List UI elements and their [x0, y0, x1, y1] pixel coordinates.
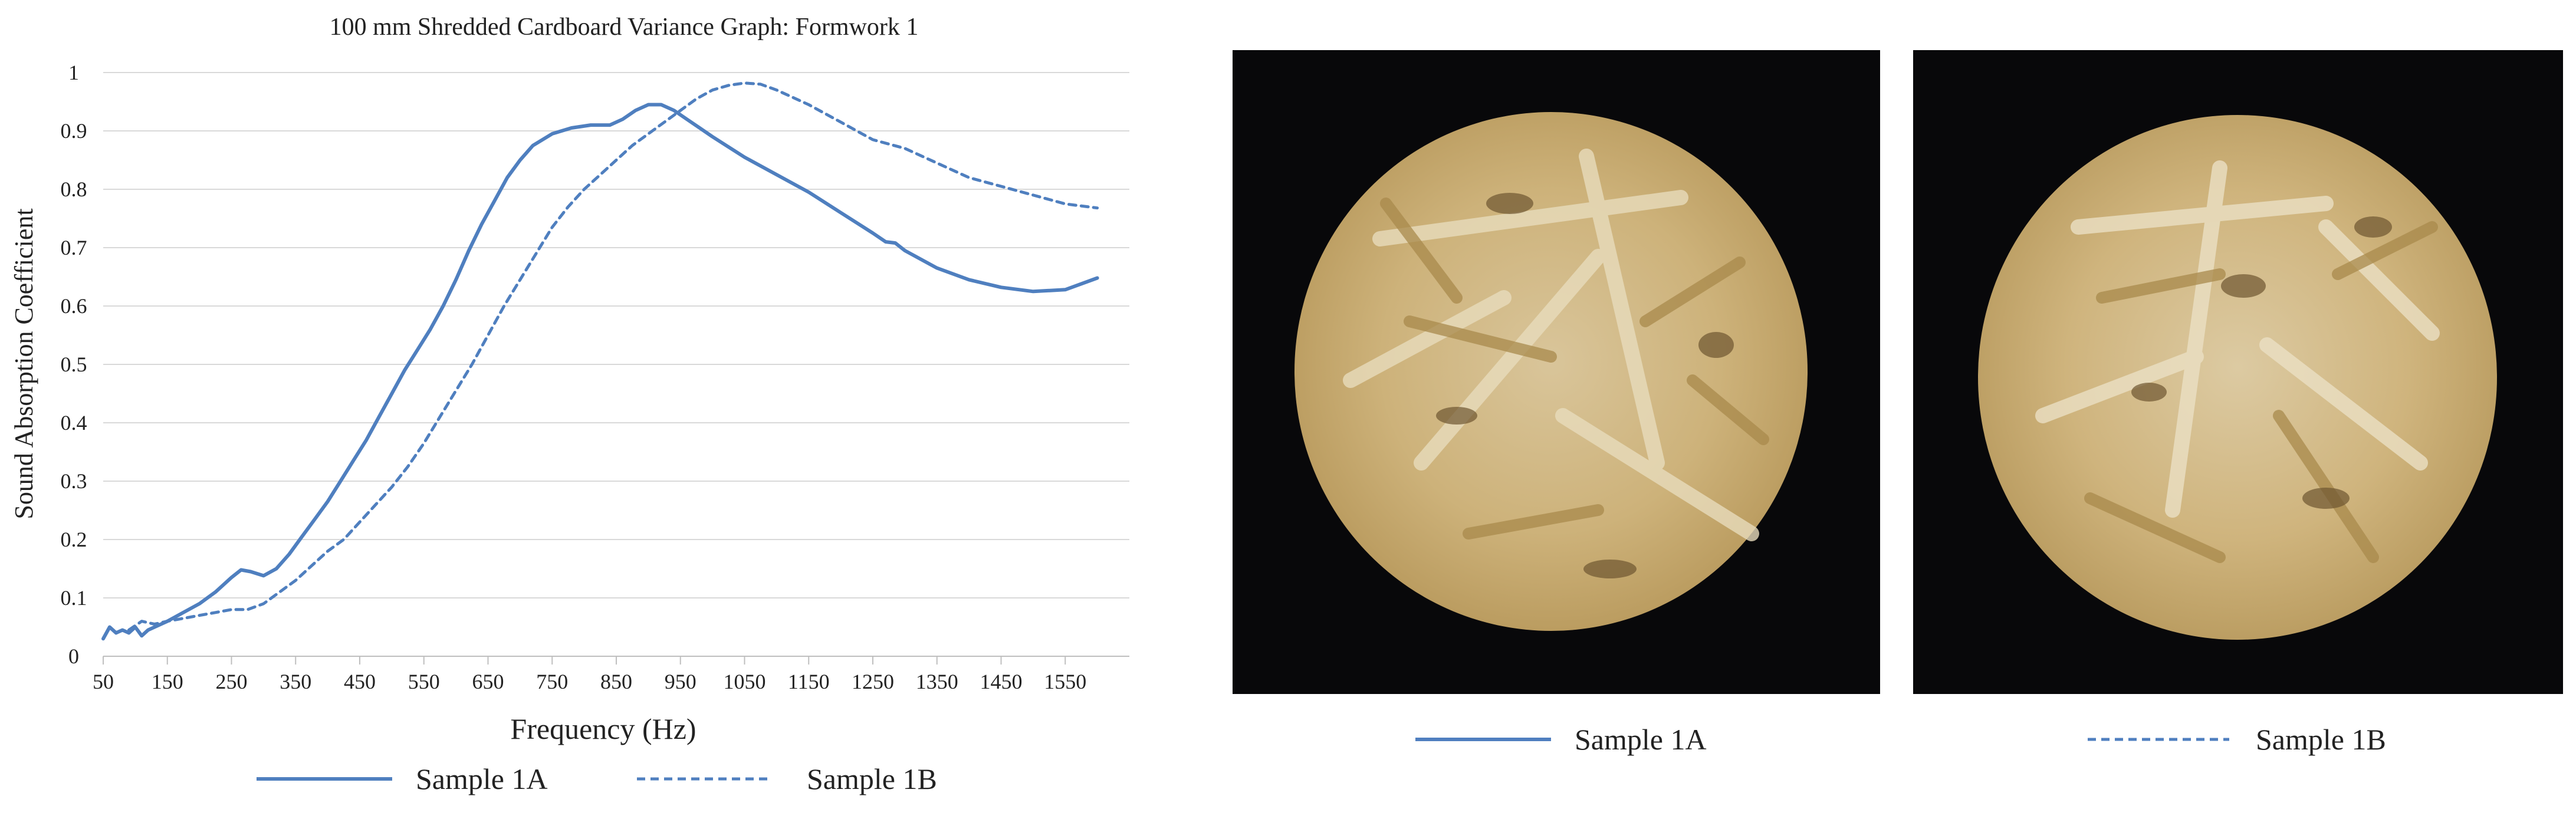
photo-legend-sample-1a: Sample 1A — [1415, 722, 1707, 756]
x-tick-label: 1550 — [1044, 670, 1086, 693]
legend-label-sample-1b: Sample 1B — [807, 762, 937, 795]
x-tick-label: 250 — [216, 670, 248, 693]
sample-1a-disc-image — [1294, 112, 1808, 631]
photo-legend-label-sample-1a: Sample 1A — [1575, 723, 1707, 756]
photo-sample-1a — [1233, 50, 1880, 694]
x-tick-label: 950 — [665, 670, 696, 693]
x-tick-label: 750 — [536, 670, 568, 693]
photo-legend-label-sample-1b: Sample 1B — [2256, 723, 2386, 756]
y-tick-label: 0.2 — [61, 528, 87, 551]
x-tick-label: 1350 — [916, 670, 958, 693]
sample-1b-disc-image — [1978, 115, 2497, 640]
photo-legend-swatch-solid — [1415, 738, 1551, 741]
y-tick-label: 0.7 — [61, 236, 87, 259]
legend: Sample 1A Sample 1B — [257, 762, 937, 795]
legend-label-sample-1a: Sample 1A — [416, 762, 548, 795]
y-axis-label: Sound Absorption Coefficient — [9, 208, 38, 519]
x-tick-label: 50 — [93, 670, 114, 693]
y-tick-label: 1 — [68, 61, 79, 84]
photo-legend-sample-1b: Sample 1B — [2088, 722, 2386, 756]
y-tick-label: 0.9 — [61, 119, 87, 143]
chart: 100 mm Shredded Cardboard Variance Graph… — [9, 14, 1129, 795]
x-tick-label: 150 — [152, 670, 183, 693]
x-tick-label: 1050 — [724, 670, 766, 693]
chart-title: 100 mm Shredded Cardboard Variance Graph… — [330, 14, 919, 41]
x-tick-label: 1250 — [852, 670, 894, 693]
x-tick-label: 550 — [408, 670, 440, 693]
y-tick-label: 0.1 — [61, 586, 87, 610]
y-tick-label: 0.4 — [61, 411, 87, 435]
y-tick-label: 0.6 — [61, 294, 87, 318]
x-tick-label: 350 — [280, 670, 311, 693]
x-tick-label: 1150 — [788, 670, 830, 693]
y-tick-label: 0.5 — [61, 353, 87, 376]
x-tick-label: 850 — [600, 670, 632, 693]
gridlines — [103, 72, 1129, 598]
photo-sample-1b — [1913, 50, 2563, 694]
x-axis-label: Frequency (Hz) — [510, 712, 696, 745]
series-line-sample-1b — [127, 81, 1099, 631]
series-line-sample-1a — [101, 103, 1099, 641]
x-tick-label: 1450 — [980, 670, 1023, 693]
series-layer — [101, 81, 1099, 641]
y-tick-label: 0.8 — [61, 177, 87, 201]
y-tick-label: 0 — [68, 644, 79, 668]
y-tick-label: 0.3 — [61, 469, 87, 493]
x-tick-label: 650 — [472, 670, 504, 693]
photo-legend-swatch-dashed — [2088, 738, 2229, 741]
x-tick-label: 450 — [344, 670, 376, 693]
